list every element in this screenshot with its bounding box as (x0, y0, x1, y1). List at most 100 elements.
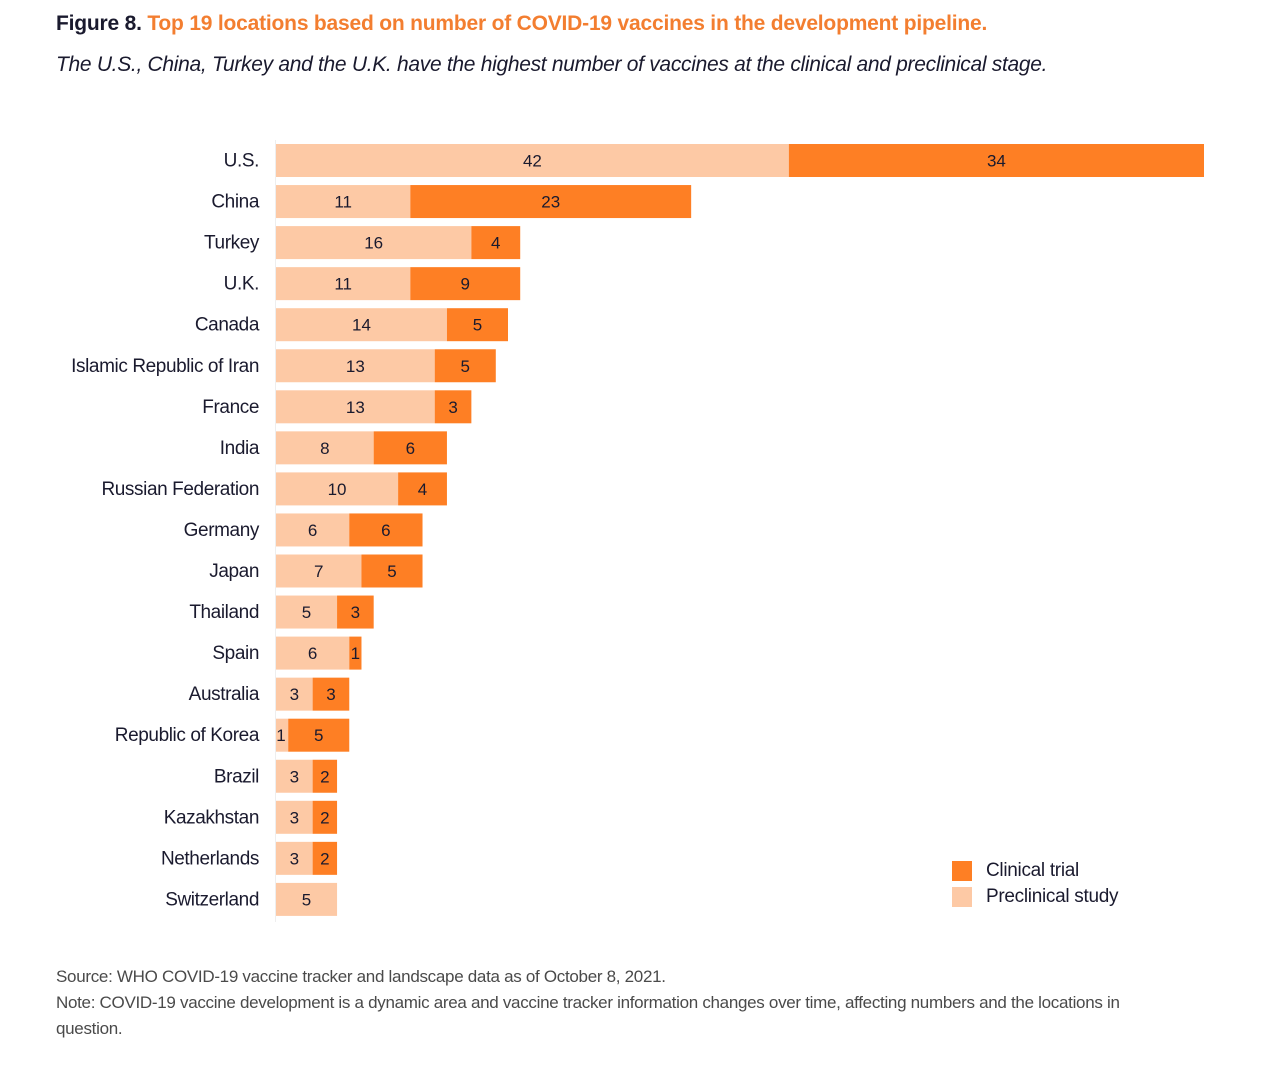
legend-swatch-preclinical (952, 887, 972, 907)
value-label-preclinical-brazil: 3 (290, 767, 299, 786)
value-label-clinical-germany: 6 (381, 521, 390, 540)
value-label-clinical-u-k: 9 (461, 275, 470, 294)
category-label-netherlands: Netherlands (161, 848, 259, 869)
bar-clinical-u-s (788, 144, 1204, 177)
bar-clinical-india (373, 431, 447, 465)
value-label-preclinical-switzerland: 5 (302, 890, 311, 909)
bar-preclinical-spain (276, 636, 350, 670)
category-label-kazakhstan: Kazakhstan (164, 807, 259, 828)
category-label-switzerland: Switzerland (165, 889, 259, 910)
value-label-clinical-kazakhstan: 2 (320, 808, 329, 827)
value-label-preclinical-turkey: 16 (364, 234, 383, 253)
bar-clinical-france (434, 390, 472, 424)
legend-swatch-clinical (952, 861, 972, 881)
value-label-clinical-australia: 3 (326, 685, 335, 704)
category-label-japan: Japan (209, 561, 259, 582)
category-label-russian-federation: Russian Federation (101, 479, 259, 500)
category-label-islamic-republic-of-iran: Islamic Republic of Iran (71, 356, 259, 377)
bar-clinical-russian-federation (398, 472, 447, 506)
bar-clinical-thailand (337, 595, 374, 629)
value-label-preclinical-china: 11 (334, 193, 352, 212)
value-label-preclinical-islamic-republic-of-iran: 13 (346, 357, 365, 376)
value-label-clinical-china: 23 (541, 193, 560, 212)
value-label-clinical-u-s: 34 (987, 152, 1006, 171)
value-label-preclinical-u-k: 11 (334, 275, 352, 294)
bar-preclinical-australia (276, 677, 313, 711)
value-label-clinical-france: 3 (448, 398, 457, 417)
value-label-clinical-india: 6 (406, 439, 415, 458)
bar-clinical-republic-of-korea (288, 718, 350, 752)
value-label-preclinical-spain: 6 (308, 644, 317, 663)
bar-preclinical-japan (276, 554, 362, 588)
bar-preclinical-switzerland (276, 882, 338, 916)
category-label-canada: Canada (195, 315, 260, 336)
disclaimer-note: Note: COVID-19 vaccine development is a … (56, 993, 1120, 1038)
bar-clinical-netherlands (312, 841, 338, 875)
bar-clinical-germany (349, 513, 423, 547)
bar-preclinical-islamic-republic-of-iran (276, 349, 435, 383)
bar-preclinical-republic-of-korea (276, 718, 289, 752)
category-label-australia: Australia (189, 684, 260, 705)
legend-item-preclinical: Preclinical study (952, 884, 1118, 910)
bar-preclinical-france (276, 390, 435, 424)
value-label-clinical-thailand: 3 (351, 603, 360, 622)
value-label-clinical-japan: 5 (387, 562, 396, 581)
bar-preclinical-netherlands (276, 841, 313, 875)
category-label-spain: Spain (212, 643, 259, 664)
value-label-preclinical-australia: 3 (290, 685, 299, 704)
bar-clinical-spain (349, 636, 362, 670)
value-label-preclinical-france: 13 (346, 398, 365, 417)
category-label-u-k: U.K. (224, 274, 259, 295)
value-label-preclinical-russian-federation: 10 (328, 480, 347, 499)
value-label-preclinical-thailand: 5 (302, 603, 311, 622)
value-label-clinical-spain: 1 (351, 644, 360, 663)
value-label-preclinical-japan: 7 (314, 562, 323, 581)
value-label-clinical-turkey: 4 (491, 234, 500, 253)
bar-clinical-islamic-republic-of-iran (434, 349, 496, 383)
value-label-preclinical-netherlands: 3 (290, 849, 299, 868)
value-label-preclinical-u-s: 42 (523, 152, 542, 171)
bar-preclinical-kazakhstan (276, 800, 313, 834)
bar-preclinical-china (276, 185, 411, 219)
legend-label-preclinical: Preclinical study (986, 886, 1119, 907)
bar-clinical-china (410, 185, 692, 219)
value-label-preclinical-kazakhstan: 3 (290, 808, 299, 827)
bar-clinical-kazakhstan (312, 800, 338, 834)
category-label-u-s: U.S. (224, 151, 259, 172)
bar-preclinical-canada (276, 308, 447, 342)
figure-title: Top 19 locations based on number of COVI… (147, 12, 988, 35)
source-note: Source: WHO COVID-19 vaccine tracker and… (56, 967, 666, 986)
category-label-china: China (211, 192, 259, 213)
category-label-thailand: Thailand (189, 602, 259, 623)
value-label-clinical-islamic-republic-of-iran: 5 (461, 357, 470, 376)
value-label-preclinical-republic-of-korea: 1 (276, 726, 285, 745)
legend-item-clinical: Clinical trial (952, 858, 1118, 884)
chart-title: Figure 8. Top 19 locations based on numb… (56, 12, 987, 36)
bar-preclinical-germany (276, 513, 350, 547)
figure-label: Figure 8. (56, 12, 142, 35)
bar-clinical-japan (361, 554, 423, 588)
category-label-brazil: Brazil (214, 766, 259, 787)
bar-preclinical-turkey (276, 226, 472, 260)
value-label-clinical-netherlands: 2 (320, 849, 329, 868)
value-label-clinical-russian-federation: 4 (418, 480, 427, 499)
bar-preclinical-thailand (276, 595, 338, 629)
value-label-clinical-republic-of-korea: 5 (314, 726, 323, 745)
footer: Source: WHO COVID-19 vaccine tracker and… (56, 964, 1166, 1042)
bar-clinical-canada (446, 308, 508, 342)
category-label-india: India (220, 438, 260, 459)
category-label-turkey: Turkey (204, 233, 260, 254)
bar-clinical-australia (312, 677, 350, 711)
value-label-clinical-canada: 5 (473, 316, 482, 335)
legend: Clinical trial Preclinical study (952, 858, 1118, 910)
category-label-france: France (202, 397, 259, 418)
chart-subtitle: The U.S., China, Turkey and the U.K. hav… (56, 53, 1048, 76)
bar-preclinical-india (276, 431, 374, 465)
value-label-preclinical-india: 8 (320, 439, 329, 458)
bar-clinical-u-k (410, 267, 521, 301)
category-label-republic-of-korea: Republic of Korea (115, 725, 260, 746)
value-label-clinical-brazil: 2 (320, 767, 329, 786)
bar-clinical-brazil (312, 759, 338, 793)
